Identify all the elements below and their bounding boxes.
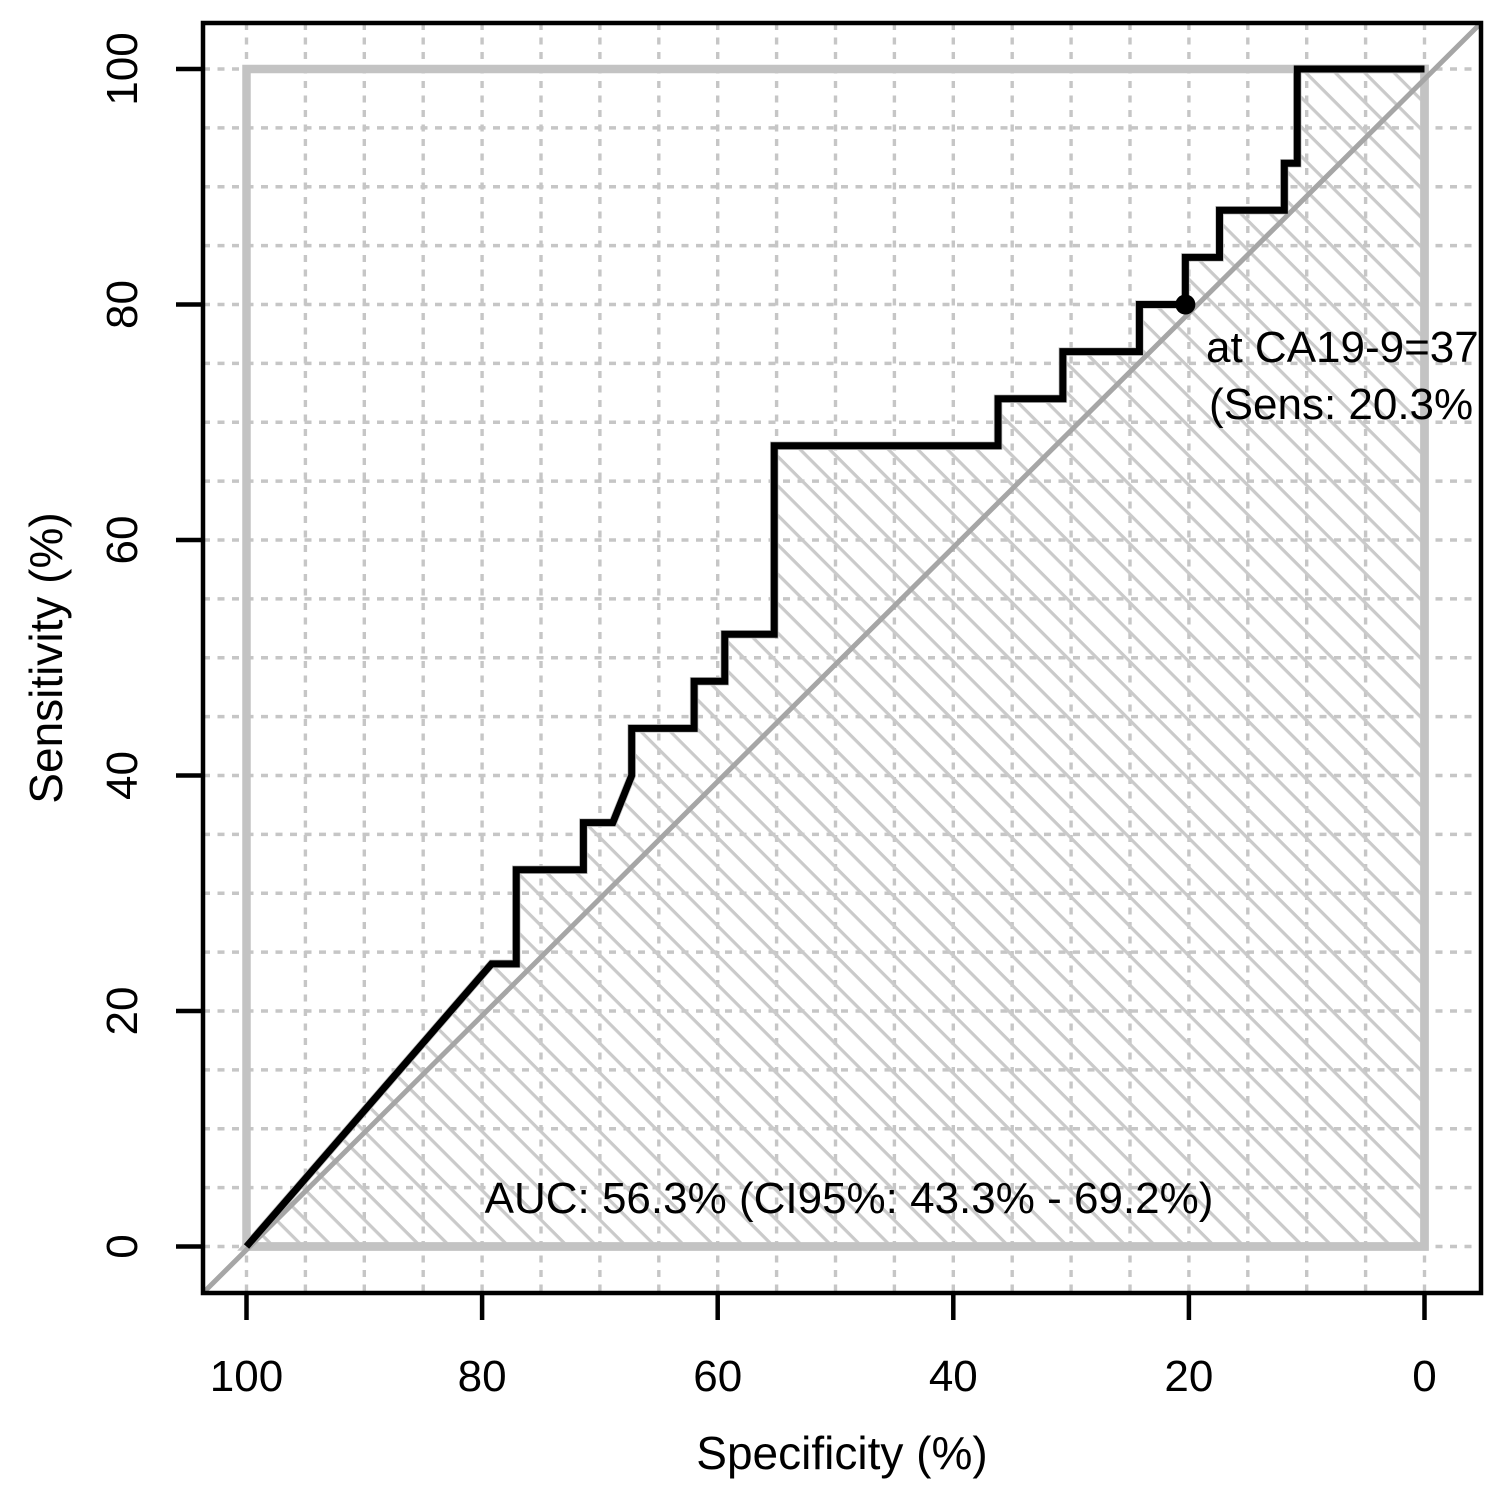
x-axis-tick-label: 60	[693, 1352, 742, 1401]
threshold-label-line2: (Sens: 20.3%	[1209, 380, 1473, 429]
y-axis-tick-label: 40	[98, 751, 147, 800]
x-axis-tick-label: 40	[929, 1352, 978, 1401]
x-axis-tick-label: 20	[1164, 1352, 1213, 1401]
threshold-label-line1: at CA19-9=37	[1206, 323, 1479, 372]
y-axis-tick-label: 0	[98, 1234, 147, 1258]
x-axis-title: Specificity (%)	[696, 1427, 987, 1479]
y-axis-tick-label: 60	[98, 516, 147, 565]
threshold-point	[1175, 294, 1196, 315]
x-axis-tick-label: 100	[210, 1352, 283, 1401]
y-axis-tick-label: 100	[98, 32, 147, 105]
plot-border-box	[200, 20, 1484, 1296]
auc-annotation: AUC: 56.3% (CI95%: 43.3% - 69.2%)	[485, 1174, 1214, 1223]
y-axis-ticks: 0 20 40 60 80 100	[98, 32, 203, 1259]
x-axis-ticks: 100 80 60 40 20 0	[210, 1293, 1437, 1401]
reference-diagonal-line	[201, 21, 1483, 1295]
x-axis-tick-label: 80	[458, 1352, 507, 1401]
y-axis-title: Sensitivity (%)	[20, 512, 72, 803]
roc-curve	[243, 65, 1425, 1249]
y-axis-tick-label: 80	[98, 280, 147, 329]
y-axis-tick-label: 20	[98, 987, 147, 1036]
x-axis-tick-label: 0	[1412, 1352, 1436, 1401]
